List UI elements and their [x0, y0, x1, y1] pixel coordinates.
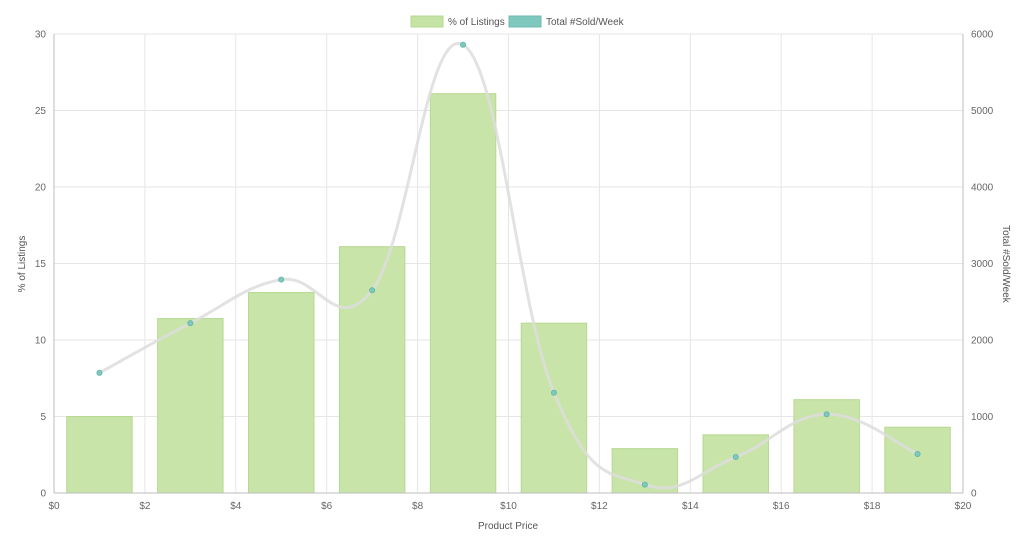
- bar-percent-of-listings-5: [520, 322, 588, 494]
- point-total-sold-per-week-2: [278, 276, 285, 283]
- sold-per-week-points: [96, 41, 921, 488]
- x-tick-label-9: $18: [864, 501, 881, 512]
- legend-label-total-sold-per-week: Total #Sold/Week: [546, 17, 625, 28]
- left-y-axis-title: % of Listings: [17, 236, 28, 293]
- x-tick-label-4: $8: [412, 501, 424, 512]
- point-total-sold-per-week-8: [823, 411, 830, 418]
- right-y-tick-label-2: 2000: [971, 336, 994, 347]
- bar-percent-of-listings-4: [429, 93, 497, 494]
- left-y-tick-label-0: 0: [40, 489, 46, 500]
- right-y-tick-label-6: 6000: [971, 30, 994, 41]
- legend-swatch-percent-of-listings: [410, 15, 444, 28]
- left-y-tick-label-6: 30: [35, 30, 47, 41]
- point-total-sold-per-week-6: [641, 481, 648, 488]
- axes: [53, 34, 964, 494]
- right-y-tick-label-4: 4000: [971, 183, 994, 194]
- bar-percent-of-listings-1: [157, 318, 224, 494]
- x-tick-label-7: $14: [682, 501, 699, 512]
- x-axis-tick-labels: $0 $2 $4 $6 $8 $10 $12 $14 $16 $18 $20: [48, 501, 971, 512]
- left-y-axis-tick-labels: 0 5 10 15 20 25 30: [35, 30, 47, 500]
- bar-percent-of-listings-0: [66, 416, 133, 494]
- point-total-sold-per-week-0: [96, 369, 103, 376]
- point-total-sold-per-week-1: [187, 320, 194, 327]
- point-total-sold-per-week-7: [732, 454, 739, 461]
- right-y-axis-tick-labels: 0 1000 2000 3000 4000 5000 6000: [971, 30, 994, 500]
- right-y-tick-label-0: 0: [971, 489, 977, 500]
- point-total-sold-per-week-4: [460, 41, 467, 48]
- legend-swatch-total-sold-per-week: [508, 15, 542, 28]
- legend: % of Listings Total #Sold/Week: [410, 15, 625, 28]
- x-tick-label-1: $2: [139, 501, 151, 512]
- x-axis-title: Product Price: [478, 521, 538, 532]
- x-tick-label-2: $4: [230, 501, 242, 512]
- sold-per-week-curve: [98, 41, 919, 490]
- left-y-tick-label-2: 10: [35, 336, 47, 347]
- left-y-tick-label-5: 25: [35, 106, 47, 117]
- line-series-total-sold-per-week: [98, 41, 919, 490]
- x-tick-label-3: $6: [321, 501, 333, 512]
- point-total-sold-per-week-5: [550, 389, 557, 396]
- point-total-sold-per-week-9: [914, 450, 921, 457]
- right-y-tick-label-5: 5000: [971, 106, 994, 117]
- point-total-sold-per-week-3: [369, 287, 376, 294]
- x-tick-label-10: $20: [955, 501, 972, 512]
- x-tick-label-6: $12: [591, 501, 608, 512]
- left-y-tick-label-4: 20: [35, 183, 47, 194]
- bar-percent-of-listings-2: [248, 292, 315, 494]
- x-tick-label-8: $16: [773, 501, 790, 512]
- legend-label-percent-of-listings: % of Listings: [448, 17, 505, 28]
- left-y-tick-label-1: 5: [40, 412, 46, 423]
- legend-item-total-sold-per-week[interactable]: Total #Sold/Week: [508, 15, 625, 28]
- x-tick-label-0: $0: [48, 501, 60, 512]
- right-y-axis-title: Total #Sold/Week: [1000, 225, 1011, 304]
- bar-percent-of-listings-3: [338, 246, 406, 494]
- right-y-tick-label-3: 3000: [971, 259, 994, 270]
- bar-percent-of-listings-9: [884, 426, 951, 494]
- legend-item-percent-of-listings[interactable]: % of Listings: [410, 15, 505, 28]
- x-tick-label-5: $10: [500, 501, 517, 512]
- left-y-tick-label-3: 15: [35, 259, 47, 270]
- right-y-tick-label-1: 1000: [971, 412, 994, 423]
